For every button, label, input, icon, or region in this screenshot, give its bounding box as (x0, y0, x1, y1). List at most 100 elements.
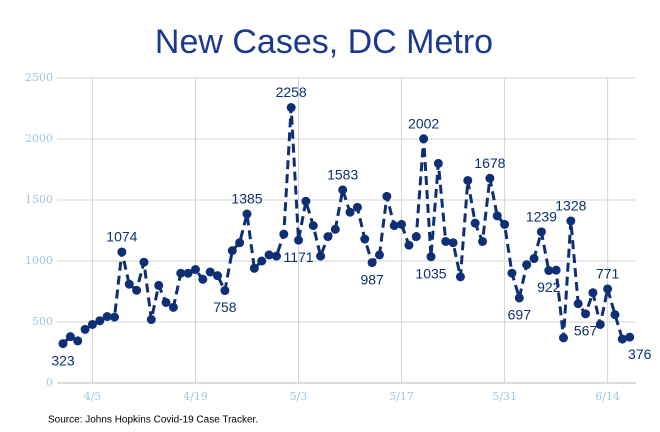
data-point (110, 312, 120, 322)
data-point (338, 185, 348, 195)
data-label: 1074 (106, 229, 137, 245)
data-point (190, 265, 200, 275)
data-point (87, 319, 97, 329)
data-point (610, 310, 620, 320)
data-point (507, 268, 517, 278)
data-point (389, 221, 399, 231)
data-point (536, 227, 546, 237)
data-point (404, 240, 414, 250)
data-point (95, 316, 105, 326)
data-point (132, 285, 142, 295)
data-point (463, 175, 473, 185)
data-point (323, 232, 333, 242)
data-point (102, 312, 112, 322)
data-label: 922 (537, 279, 561, 295)
data-point (58, 339, 68, 349)
data-point (242, 209, 252, 219)
data-point (235, 238, 245, 248)
data-point (198, 274, 208, 284)
data-point (330, 224, 340, 234)
data-point (500, 219, 510, 229)
data-point (551, 265, 561, 275)
data-point (573, 299, 583, 309)
data-label: 376 (628, 346, 652, 362)
data-point (522, 260, 532, 270)
data-point (558, 333, 568, 343)
data-point (595, 319, 605, 329)
data-point (603, 284, 613, 294)
data-point (308, 221, 318, 231)
x-tick-label: 5/31 (492, 390, 517, 403)
data-label: 2002 (408, 115, 439, 131)
y-tick-label: 2000 (25, 132, 53, 145)
data-point (617, 334, 627, 344)
data-point (419, 134, 429, 144)
x-tick-label: 5/3 (290, 390, 308, 403)
data-point (492, 211, 502, 221)
data-point (352, 202, 362, 212)
data-point (625, 332, 635, 342)
data-point (374, 250, 384, 260)
data-point (176, 268, 186, 278)
data-label: 1239 (526, 209, 557, 225)
data-point (360, 234, 370, 244)
data-label: 697 (508, 307, 532, 323)
data-label: 2258 (276, 84, 307, 100)
data-label: 987 (360, 271, 384, 287)
data-point (257, 256, 267, 266)
chart-title: New Cases, DC Metro (155, 23, 493, 61)
data-label: 567 (574, 323, 598, 339)
data-point (316, 251, 326, 261)
data-label: 1328 (555, 198, 586, 214)
data-label: 323 (51, 352, 75, 368)
y-tick-label: 500 (32, 315, 53, 328)
data-point (154, 280, 164, 290)
data-label: 1035 (415, 265, 446, 281)
data-point (80, 324, 90, 334)
data-point (566, 216, 576, 226)
data-point (301, 196, 311, 206)
data-point (161, 297, 171, 307)
data-point (213, 271, 223, 281)
y-tick-label: 1500 (25, 193, 53, 206)
data-point (139, 257, 149, 267)
data-label: 758 (213, 299, 237, 315)
y-tick-label: 1000 (25, 254, 53, 267)
data-point (514, 293, 524, 303)
data-line (61, 107, 631, 345)
data-point (279, 229, 289, 239)
data-point (455, 272, 465, 282)
data-point (168, 302, 178, 312)
source-note: Source: Johns Hopkins Covid-19 Case Trac… (48, 415, 258, 426)
data-point (426, 252, 436, 262)
data-label: 1678 (474, 155, 505, 171)
data-label: 1583 (327, 167, 358, 183)
data-point (294, 235, 304, 245)
data-point (271, 251, 281, 261)
data-point (227, 246, 237, 256)
x-tick-label: 4/5 (84, 390, 102, 403)
y-tick-label: 2500 (25, 71, 53, 84)
x-tick-label: 6/14 (595, 390, 620, 403)
data-point (124, 279, 134, 289)
data-point (441, 236, 451, 246)
data-point (249, 263, 259, 273)
data-point (367, 258, 377, 268)
data-point (382, 191, 392, 201)
data-point (345, 207, 355, 217)
data-point (411, 232, 421, 242)
data-point (448, 238, 458, 248)
x-tick-label: 5/17 (389, 390, 414, 403)
data-point (183, 268, 193, 278)
data-label: 1171 (283, 249, 313, 265)
data-label: 1385 (231, 191, 262, 207)
data-point (485, 173, 495, 183)
data-point (205, 267, 215, 277)
data-point (529, 254, 539, 264)
data-point (588, 288, 598, 298)
data-point (581, 309, 591, 319)
data-point (478, 236, 488, 246)
x-tick-label: 4/19 (183, 390, 208, 403)
data-point (146, 315, 156, 325)
